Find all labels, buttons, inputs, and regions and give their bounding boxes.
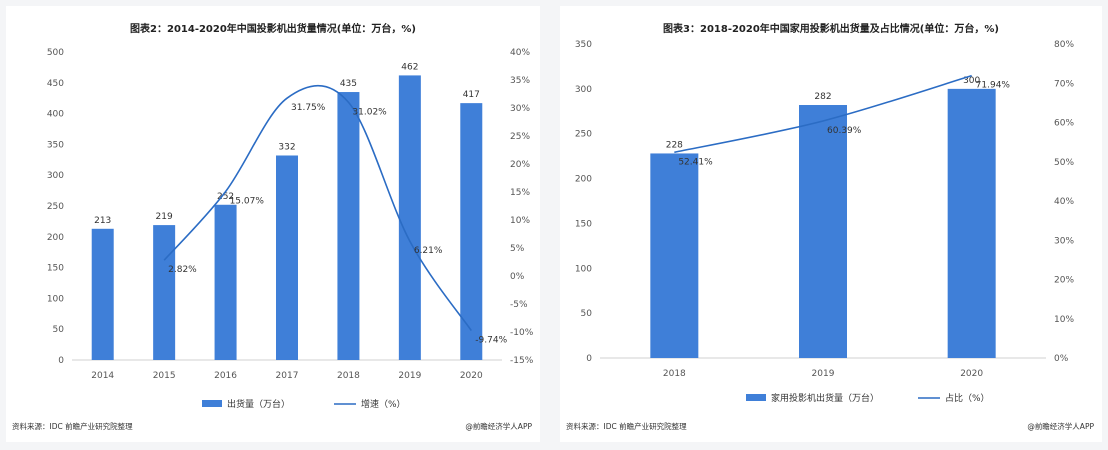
bar	[276, 155, 298, 360]
y-tick-right-label: 20%	[1054, 276, 1074, 286]
y-tick-left-label: 450	[47, 79, 64, 89]
legend-bar-label: 出货量（万台）	[227, 398, 290, 410]
bar	[650, 153, 699, 358]
y-tick-left-label: 250	[47, 202, 64, 212]
x-tick-label: 2015	[153, 371, 176, 381]
line-series	[674, 74, 972, 154]
line-value-label: 15.07%	[230, 197, 265, 207]
chart-credit: @前瞻经济学人APP	[1027, 422, 1094, 431]
legend-bar-label: 家用投影机出货量（万台）	[771, 392, 879, 404]
line-value-label: 6.21%	[414, 246, 443, 256]
bar-value-label: 213	[94, 216, 111, 226]
chart-credit: @前瞻经济学人APP	[465, 422, 532, 431]
y-tick-right-label: 5%	[510, 244, 525, 254]
y-tick-right-label: 40%	[510, 48, 530, 58]
bar	[799, 105, 847, 359]
bar	[947, 88, 996, 358]
y-tick-right-label: -5%	[510, 300, 528, 310]
line-value-label: 31.75%	[291, 103, 326, 113]
y-tick-left-label: 0	[586, 354, 592, 364]
y-tick-right-label: 10%	[1054, 315, 1074, 325]
y-tick-left-label: 350	[47, 140, 64, 150]
y-tick-left-label: 200	[47, 233, 64, 243]
y-tick-right-label: 50%	[1054, 158, 1074, 168]
chart-source: 资料来源：IDC 前瞻产业研究院整理	[566, 422, 687, 431]
x-tick-label: 2017	[276, 371, 299, 381]
y-tick-right-label: 15%	[510, 188, 530, 198]
bar	[337, 92, 360, 360]
line-value-label: 60.39%	[827, 126, 862, 136]
line-value-label: 2.82%	[168, 265, 197, 275]
y-tick-left-label: 100	[575, 264, 592, 274]
bar-value-label: 435	[340, 79, 357, 89]
y-tick-left-label: 200	[575, 175, 592, 185]
y-tick-right-label: 0%	[1054, 354, 1069, 364]
bar-value-label: 417	[463, 90, 480, 100]
y-tick-left-label: 400	[47, 110, 64, 120]
y-tick-right-label: 10%	[510, 216, 530, 226]
y-tick-right-label: -15%	[510, 356, 534, 366]
chart-panel-right: 图表3：2018-2020年中国家用投影机出货量及占比情况(单位：万台，%) 0…	[560, 6, 1102, 442]
chart-canvas-right: 0 50 100 150 200 250 300 350 0% 10% 20% 30% 40% 50% 60…	[575, 40, 1075, 404]
bar	[214, 204, 237, 360]
y-tick-right-label: -10%	[510, 328, 534, 338]
legend-line-label: 增速（%）	[361, 398, 406, 410]
y-tick-right-label: 0%	[510, 272, 525, 282]
y-tick-right-label: 20%	[510, 160, 530, 170]
legend-bar-swatch	[746, 394, 766, 401]
x-tick-label: 2018	[337, 371, 360, 381]
bar	[398, 75, 421, 361]
bar-value-label: 219	[156, 212, 173, 222]
bar-value-label: 228	[666, 140, 683, 150]
y-tick-left-label: 300	[575, 85, 592, 95]
line-value-label: 52.41%	[678, 157, 713, 167]
y-tick-left-label: 350	[575, 40, 592, 50]
legend-bar-swatch	[202, 400, 222, 407]
chart-title: 图表2：2014-2020年中国投影机出货量情况(单位：万台，%)	[130, 24, 416, 35]
chart-source: 资料来源：IDC 前瞻产业研究院整理	[12, 422, 133, 431]
y-tick-left-label: 100	[47, 294, 64, 304]
line-value-label: 31.02%	[352, 107, 387, 117]
chart-canvas-left: 0 50 100 150 200 250 300 350 400 450 500 -15% -10% -5…	[47, 48, 534, 410]
y-tick-left-label: 300	[47, 171, 64, 181]
y-tick-right-label: 30%	[1054, 236, 1074, 246]
y-tick-left-label: 50	[53, 325, 65, 335]
chart-panel-left: 图表2：2014-2020年中国投影机出货量情况(单位：万台，%) 0 50 100…	[6, 6, 540, 442]
bar-value-label: 252	[217, 192, 234, 202]
chart-title: 图表3：2018-2020年中国家用投影机出货量及占比情况(单位：万台，%)	[663, 24, 999, 35]
bar-value-label: 332	[278, 142, 295, 152]
y-tick-right-label: 60%	[1054, 119, 1074, 129]
y-tick-left-label: 250	[575, 130, 592, 140]
line-series	[163, 85, 472, 331]
bar	[153, 225, 176, 360]
x-tick-label: 2020	[460, 371, 483, 381]
line-value-label: -9.74%	[475, 336, 507, 346]
bar-value-label: 462	[401, 62, 418, 72]
x-tick-label: 2016	[214, 371, 237, 381]
x-tick-label: 2018	[663, 369, 686, 379]
x-tick-label: 2019	[812, 369, 835, 379]
x-tick-label: 2020	[960, 369, 983, 379]
y-tick-left-label: 0	[58, 356, 64, 366]
bar	[460, 103, 483, 361]
y-tick-left-label: 150	[575, 219, 592, 229]
bar-value-label: 282	[814, 92, 831, 102]
y-tick-left-label: 50	[581, 309, 593, 319]
x-tick-label: 2014	[91, 371, 114, 381]
y-tick-left-label: 150	[47, 264, 64, 274]
bar-value-label: 300	[963, 76, 980, 86]
y-tick-right-label: 30%	[510, 104, 530, 114]
x-tick-label: 2019	[398, 371, 421, 381]
y-tick-right-label: 25%	[510, 132, 530, 142]
line-value-label: 71.94%	[976, 81, 1011, 91]
y-tick-right-label: 80%	[1054, 40, 1074, 50]
y-tick-left-label: 500	[47, 48, 64, 58]
legend-line-label: 占比（%）	[945, 392, 990, 404]
y-tick-right-label: 35%	[510, 76, 530, 86]
y-tick-right-label: 40%	[1054, 197, 1074, 207]
y-tick-right-label: 70%	[1054, 79, 1074, 89]
bar	[91, 228, 114, 360]
